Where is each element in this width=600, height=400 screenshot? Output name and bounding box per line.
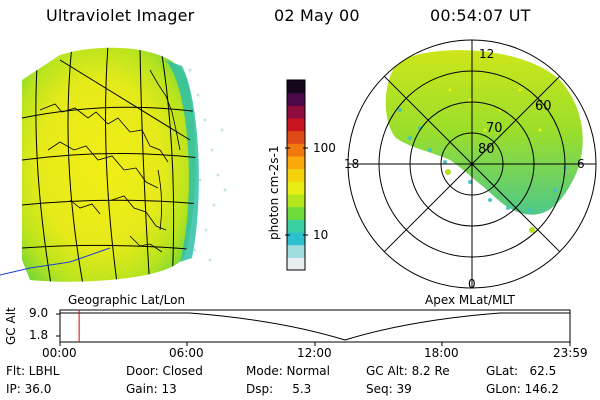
colorbar-swatch — [287, 92, 305, 106]
colorbar-swatch — [287, 257, 305, 271]
mlt-label-6: 6 — [577, 157, 585, 171]
colorbar-swatch — [287, 219, 305, 233]
mlat-label-80: 80 — [478, 142, 495, 157]
observation-time: 00:54:07 UT — [430, 6, 531, 25]
colorbar-tick-10: 10 — [313, 228, 328, 242]
colorbar-swatch — [287, 118, 305, 132]
geographic-panel-label: Geographic Lat/Lon — [68, 293, 186, 307]
coastline-outlines — [39, 69, 181, 253]
colorbar-swatch — [287, 206, 305, 220]
colorbar-swatch — [287, 105, 305, 119]
mlat-label-60: 60 — [535, 99, 552, 114]
colorbar-swatch — [287, 244, 305, 258]
filter-info: Flt: LBHL — [6, 364, 60, 378]
colorbar-swatch — [287, 194, 305, 208]
gc-altitude-info: GC Alt: 8.2 Re — [366, 364, 450, 378]
timeline-xtick-2359: 23:59 — [553, 346, 588, 360]
colorbar-label: photon cm-2s-1 — [267, 146, 281, 241]
timeline-ylabel: GC Alt — [4, 307, 18, 345]
timeline-ytick-high: 9.0 — [29, 306, 49, 320]
geographic-earth-image — [0, 47, 227, 282]
sequence-info: Seq: 39 — [366, 382, 412, 396]
colorbar-ticks — [285, 147, 308, 236]
mlt-label-0: 0 — [468, 277, 476, 291]
mlt-label-18: 18 — [344, 157, 359, 171]
mlt-label-12: 12 — [479, 47, 494, 61]
timeline-xtick-1800: 18:00 — [424, 346, 459, 360]
ip-info: IP: 36.0 — [6, 382, 52, 396]
colorbar-swatch — [287, 156, 305, 170]
colorbar-swatch — [287, 130, 305, 144]
colorbar-swatch — [287, 232, 305, 246]
mode-info: Mode: Normal — [246, 364, 330, 378]
colorbar-label-text: photon cm-2s-1 — [267, 146, 281, 241]
timeline-xtick-0000: 00:00 — [42, 346, 77, 360]
colorbar-swatch — [287, 143, 305, 157]
dsp-info: Dsp: 5.3 — [246, 382, 312, 396]
gc-altitude-timeline — [56, 309, 571, 346]
colorbar-frame — [286, 79, 306, 271]
timeline-xtick-0600: 06:00 — [169, 346, 204, 360]
mlat-label-70: 70 — [486, 121, 503, 136]
polar-panel-label: Apex MLat/MLT — [425, 293, 515, 307]
polar-aurora-image — [347, 39, 597, 289]
colorbar — [286, 79, 306, 271]
gain-info: Gain: 13 — [126, 382, 177, 396]
timeline-ytick-low: 1.8 — [29, 328, 49, 342]
colorbar-swatch — [287, 80, 305, 94]
geo-longitude-info: GLon: 146.2 — [486, 382, 559, 396]
timeline-xtick-1200: 12:00 — [297, 346, 332, 360]
instrument-title: Ultraviolet Imager — [46, 6, 195, 25]
colorbar-swatch — [287, 181, 305, 195]
observation-date: 02 May 00 — [274, 6, 360, 25]
colorbar-swatch — [287, 168, 305, 182]
door-info: Door: Closed — [126, 364, 203, 378]
geo-latitude-info: GLat: 62.5 — [486, 364, 557, 378]
colorbar-tick-100: 100 — [313, 141, 336, 155]
